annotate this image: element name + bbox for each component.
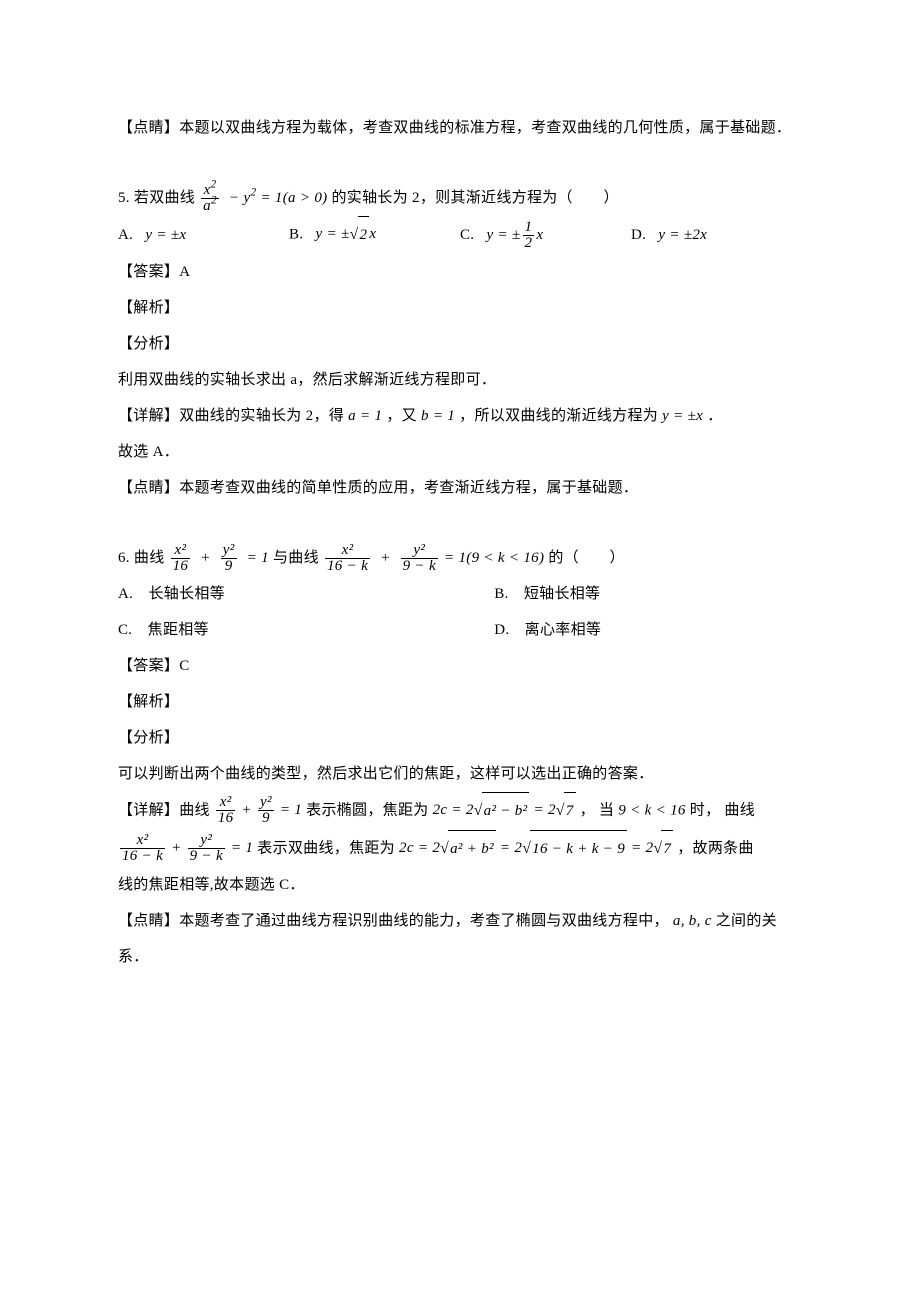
q6-detail-mid3: 时， 曲线 [690, 802, 755, 818]
q5-suffix: 的实轴长为 2，则其渐近线方程为（ ） [332, 190, 619, 206]
q6-options-1: A. 长轴长相等 B. 短轴长相等 [118, 576, 802, 612]
q6-detail-line3: 线的焦距相等,故本题选 C． [118, 867, 802, 903]
q5-detail-mid1: ，又 [386, 408, 421, 424]
q6-stem: 6. 曲线 x²16 + y²9 = 1 与曲线 x²16 − k + y²9 … [118, 540, 802, 576]
q6-option-c: C. 焦距相等 [118, 612, 494, 648]
q5-prefix: 5. 若双曲线 [118, 190, 199, 206]
q6-detail-mid2: ， 当 [580, 802, 619, 818]
q6-ellipse: x²16 + y²9 = 1 [169, 550, 273, 566]
q6-l2-tail: ，故两条曲 [677, 840, 754, 856]
q5-a-expr: y = ±x [145, 227, 186, 243]
q6-second: x²16 − k + y²9 − k = 1(9 < k < 16) [323, 550, 548, 566]
q6-answer: 【答案】C [118, 648, 802, 684]
q4-point: 【点睛】本题以双曲线方程为载体，考查双曲线的标准方程，考查双曲线的几何性质，属于… [118, 110, 802, 146]
q5-fenxi-body: 利用双曲线的实轴长求出 a，然后求解渐近线方程即可． [118, 362, 802, 398]
q5-b-expr: y = ±2x [316, 226, 377, 242]
q6-option-a: A. 长轴长相等 [118, 576, 494, 612]
q6-option-b: B. 短轴长相等 [494, 576, 802, 612]
q5-option-c: C. y = ±12x [460, 217, 631, 253]
q5-options: A. y = ±x B. y = ±2x C. y = ±12x D. y = … [118, 216, 802, 254]
q6-second2: x²16 − k + y²9 − k = 1 [118, 840, 257, 856]
q6-fenxi-label: 【分析】 [118, 720, 802, 756]
q5-equation: x2a2 − y2 = 1(a > 0) [199, 190, 331, 206]
q6-mid: 与曲线 [273, 550, 323, 566]
q6-options-2: C. 焦距相等 D. 离心率相等 [118, 612, 802, 648]
q6-detail-line2: x²16 − k + y²9 − k = 1 表示双曲线，焦距为 2c = 2a… [118, 830, 802, 868]
q6-point-pre: 【点睛】本题考查了通过曲线方程识别曲线的能力，考查了椭圆与双曲线方程中， [118, 913, 669, 929]
q6-prefix: 6. 曲线 [118, 550, 169, 566]
q6-detail-mid1: 表示椭圆，焦距为 [306, 802, 432, 818]
q6-suffix: 的（ ） [548, 550, 625, 566]
q5-option-a: A. y = ±x [118, 217, 289, 253]
q5-detail: 【详解】双曲线的实轴长为 2，得 a = 1 ，又 b = 1 ，所以双曲线的渐… [118, 398, 802, 434]
q6-cond: = 1(9 < k < 16) [444, 550, 544, 566]
q5-detail-pre: 【详解】双曲线的实轴长为 2，得 [118, 408, 348, 424]
q5-detail-eq: y = ±x [662, 408, 703, 424]
q5-answer: 【答案】A [118, 254, 802, 290]
q5-a-eq-1: a = 1 [348, 408, 382, 424]
q6-abc: a, b, c [673, 913, 712, 929]
q5-stem: 5. 若双曲线 x2a2 − y2 = 1(a > 0) 的实轴长为 2，则其渐… [118, 180, 802, 216]
option-label-b: B. [289, 226, 303, 242]
q5-option-b: B. y = ±2x [289, 216, 460, 254]
q6-ellipse2: x²16 + y²9 = 1 [214, 802, 306, 818]
q6-detail-line1: 【详解】曲线 x²16 + y²9 = 1 表示椭圆，焦距为 2c = 2a² … [118, 792, 802, 830]
option-label-c: C. [460, 227, 474, 243]
q5-d-expr: y = ±2x [658, 227, 707, 243]
option-label-a: A. [118, 227, 133, 243]
q6-range: 9 < k < 16 [618, 802, 685, 818]
q6-fenxi-body: 可以判断出两个曲线的类型，然后求出它们的焦距，这样可以选出正确的答案． [118, 756, 802, 792]
q5-c-expr: y = ±12x [487, 227, 544, 243]
q5-detail-mid2: ，所以双曲线的渐近线方程为 [459, 408, 662, 424]
q5-b-eq-1: b = 1 [421, 408, 455, 424]
q6-2c-2: 2c = 2a² + b² = 216 − k + k − 9 = 27 [399, 840, 677, 856]
q6-jiexi: 【解析】 [118, 684, 802, 720]
q5-jiexi: 【解析】 [118, 290, 802, 326]
q5-option-d: D. y = ±2x [631, 217, 802, 253]
q5-detail-end: ． [707, 408, 722, 424]
q6-detail-pre: 【详解】曲线 [118, 802, 214, 818]
q5-choose: 故选 A． [118, 434, 802, 470]
option-label-d: D. [631, 227, 646, 243]
q6-point: 【点睛】本题考查了通过曲线方程识别曲线的能力，考查了椭圆与双曲线方程中， a, … [118, 903, 802, 975]
q5-point: 【点睛】本题考查双曲线的简单性质的应用，考查渐近线方程，属于基础题． [118, 470, 802, 506]
q5-fenxi-label: 【分析】 [118, 326, 802, 362]
document-page: 【点睛】本题以双曲线方程为载体，考查双曲线的标准方程，考查双曲线的几何性质，属于… [0, 0, 920, 1302]
q6-l2-mid: 表示双曲线，焦距为 [257, 840, 399, 856]
q6-option-d: D. 离心率相等 [494, 612, 802, 648]
q6-2c-1: 2c = 2a² − b² = 27 [433, 802, 580, 818]
